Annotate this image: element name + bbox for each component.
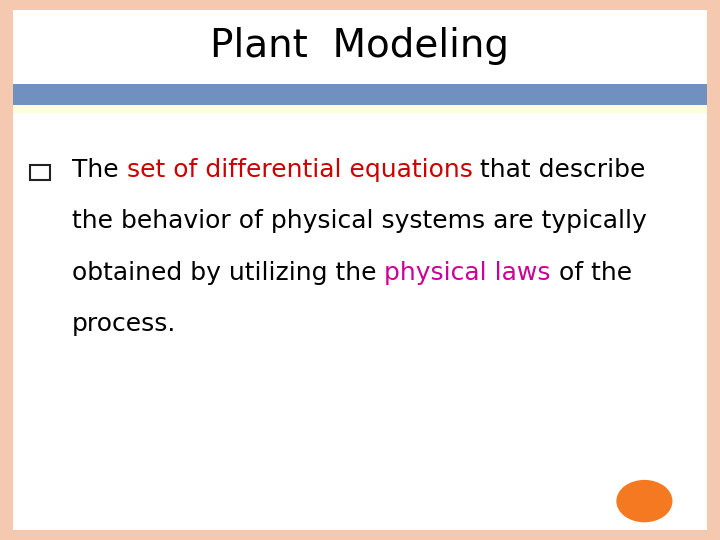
Text: the behavior of physical systems are typically: the behavior of physical systems are typ… — [72, 210, 647, 233]
Text: of the: of the — [551, 261, 632, 285]
Text: Plant  Modeling: Plant Modeling — [210, 27, 510, 65]
Text: set of differential equations: set of differential equations — [127, 158, 472, 182]
Bar — [30, 165, 50, 180]
Text: process.: process. — [72, 312, 176, 336]
Bar — [13, 84, 707, 105]
Text: that describe: that describe — [472, 158, 646, 182]
Text: physical laws: physical laws — [384, 261, 551, 285]
FancyBboxPatch shape — [13, 10, 707, 530]
Circle shape — [617, 481, 672, 522]
Bar — [13, 105, 707, 113]
Text: The: The — [72, 158, 127, 182]
Text: obtained by utilizing the: obtained by utilizing the — [72, 261, 384, 285]
